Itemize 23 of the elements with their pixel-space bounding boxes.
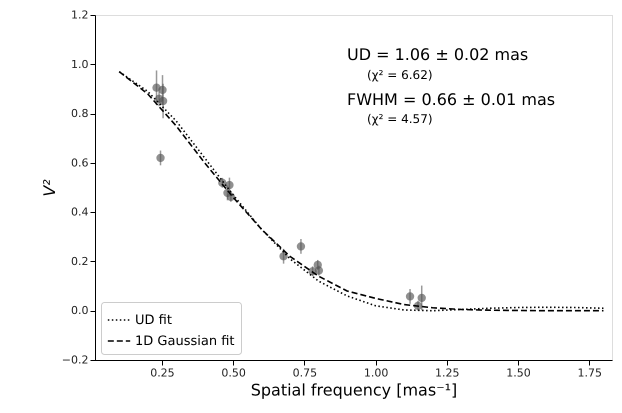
y-tick-label: 1.2 bbox=[71, 8, 88, 22]
x-tick-label: 1.75 bbox=[577, 366, 602, 380]
y-tick-label: 0.4 bbox=[71, 206, 88, 219]
legend-label: UD fit bbox=[135, 313, 172, 328]
y-tick-label: 0.6 bbox=[71, 156, 88, 170]
x-axis-title: Spatial frequency [mas⁻¹] bbox=[250, 380, 458, 400]
annotation: FWHM = 0.66 ± 0.01 mas bbox=[347, 90, 556, 109]
x-tick-label: 1.00 bbox=[364, 366, 388, 380]
x-tick-label: 1.50 bbox=[506, 366, 531, 380]
y-axis-title: V² bbox=[40, 178, 59, 197]
annotation: (χ² = 4.57) bbox=[367, 112, 433, 126]
x-tick-label: 1.25 bbox=[435, 366, 460, 380]
y-tick-label: 0.2 bbox=[71, 254, 88, 268]
x-tick-label: 0.25 bbox=[150, 366, 175, 380]
y-tick-label: 0.8 bbox=[71, 107, 88, 120]
y-tick-label: 0.0 bbox=[71, 304, 88, 318]
annotation: (χ² = 6.62) bbox=[367, 68, 433, 82]
legend-label: 1D Gaussian fit bbox=[135, 334, 234, 349]
y-tick-label: 1.0 bbox=[71, 58, 88, 71]
annotation: UD = 1.06 ± 0.02 mas bbox=[347, 45, 528, 64]
x-tick-label: 0.50 bbox=[221, 366, 246, 380]
x-tick-label: 0.75 bbox=[292, 366, 318, 380]
y-tick-label: −0.2 bbox=[62, 354, 88, 366]
